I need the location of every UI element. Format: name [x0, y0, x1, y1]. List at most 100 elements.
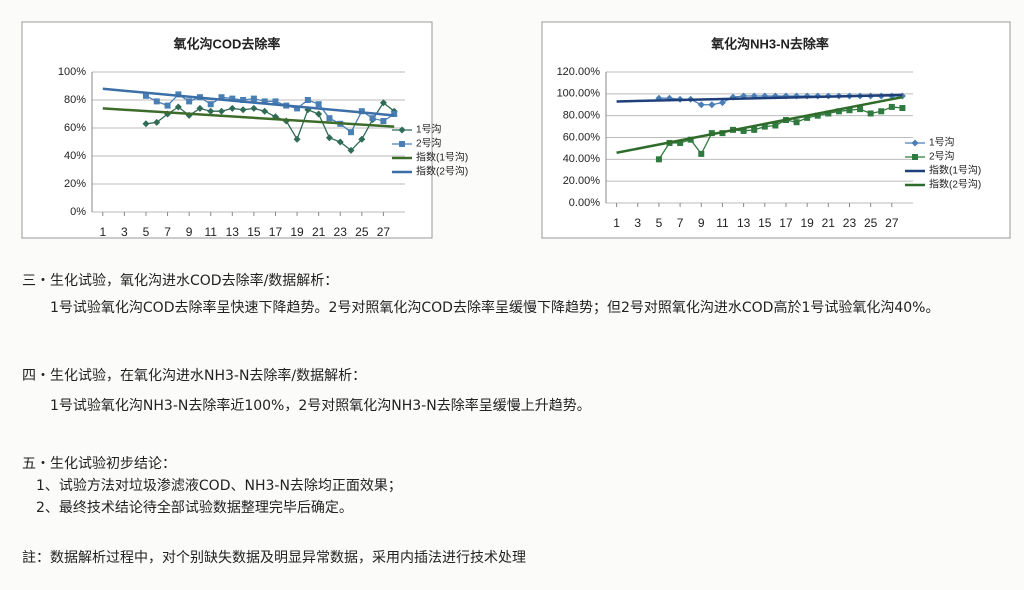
- marker: [293, 135, 301, 143]
- legend-label: 2号沟: [929, 150, 955, 163]
- marker: [218, 94, 225, 101]
- y-tick-label: 100%: [58, 66, 86, 78]
- y-tick-label: 80.00%: [563, 110, 601, 122]
- marker: [207, 107, 215, 115]
- marker: [174, 103, 182, 111]
- chart-title: 氧化沟NH3-N去除率: [710, 36, 829, 51]
- x-tick-label: 19: [290, 225, 304, 239]
- marker: [655, 156, 662, 163]
- x-tick-label: 11: [716, 216, 729, 230]
- y-tick-label: 0%: [70, 206, 86, 218]
- marker: [804, 114, 811, 121]
- x-tick-label: 3: [634, 216, 641, 230]
- legend-label: 指数(1号沟): [929, 164, 981, 177]
- y-tick-label: 60.00%: [563, 131, 601, 143]
- marker: [761, 123, 768, 130]
- paragraph: 1号试验氧化沟COD去除率呈快速下降趋势。2号对照氧化沟COD去除率呈缓慢下降趋…: [50, 300, 940, 316]
- marker: [207, 101, 214, 108]
- marker: [772, 122, 779, 129]
- marker: [196, 104, 204, 112]
- x-tick-label: 3: [121, 225, 128, 239]
- chart-frame: [541, 21, 1011, 239]
- x-tick-label: 9: [186, 225, 193, 239]
- marker: [315, 110, 323, 118]
- marker: [380, 118, 387, 124]
- marker: [698, 150, 705, 157]
- x-tick-label: 7: [164, 225, 171, 239]
- marker: [379, 99, 387, 107]
- marker: [153, 98, 160, 105]
- x-tick-label: 1: [99, 225, 106, 239]
- marker: [261, 98, 268, 105]
- series-line: [102, 87, 395, 117]
- marker: [677, 139, 684, 146]
- list-item: 2、最终技术结论待全部试验数据整理完毕后确定。: [36, 500, 353, 516]
- marker: [240, 97, 247, 103]
- marker: [250, 95, 257, 102]
- marker: [142, 120, 150, 128]
- marker: [304, 97, 311, 103]
- marker: [164, 102, 171, 109]
- paragraph: 1号试验氧化沟NH3-N去除率近100%，2号对照氧化沟NH3-N去除率呈缓慢上…: [50, 398, 591, 414]
- y-tick-label: 120.00%: [557, 66, 601, 78]
- marker: [899, 105, 906, 112]
- marker: [391, 111, 398, 117]
- marker: [228, 104, 236, 112]
- marker: [250, 104, 258, 112]
- marker: [718, 99, 726, 107]
- x-tick-label: 13: [737, 216, 751, 230]
- marker: [325, 134, 333, 142]
- y-tick-label: 100.00%: [557, 88, 601, 100]
- series-line: [616, 93, 903, 103]
- marker: [708, 101, 716, 109]
- x-tick-label: 21: [312, 225, 326, 239]
- x-tick-label: 19: [800, 216, 814, 230]
- x-tick-label: 5: [656, 216, 663, 230]
- x-tick-label: 25: [864, 216, 878, 230]
- series-line: [102, 107, 395, 128]
- marker: [399, 141, 405, 147]
- marker: [175, 91, 182, 98]
- series-line: [616, 95, 903, 155]
- list-item: 1、试验方法对垃圾渗滤液COD、NH3-N去除均正面效果；: [36, 478, 402, 494]
- marker: [793, 119, 800, 126]
- chart-frame: [21, 21, 433, 239]
- marker: [911, 139, 919, 147]
- marker: [835, 108, 842, 115]
- marker: [153, 118, 161, 126]
- y-tick-label: 40%: [64, 150, 86, 162]
- section-heading: 三・生化试验，氧化沟进水COD去除率/数据解析：: [22, 273, 339, 289]
- marker: [751, 126, 758, 133]
- marker: [878, 108, 885, 115]
- marker: [369, 115, 376, 122]
- marker: [315, 101, 322, 108]
- x-tick-label: 9: [698, 216, 705, 230]
- marker: [912, 154, 918, 160]
- x-tick-label: 13: [226, 225, 240, 239]
- x-tick-label: 23: [334, 225, 348, 239]
- chart-title: 氧化沟COD去除率: [173, 36, 281, 51]
- legend-label: 指数(2号沟): [416, 165, 468, 178]
- x-tick-label: 15: [247, 225, 261, 239]
- legend-label: 指数(1号沟): [416, 151, 468, 164]
- x-tick-label: 7: [677, 216, 684, 230]
- marker: [358, 135, 366, 143]
- marker: [218, 107, 226, 115]
- note: 註：数据解析过程中，对个别缺失数据及明显异常数据，采用内插法进行技术处理: [22, 550, 526, 566]
- marker: [347, 146, 355, 154]
- y-tick-label: 20.00%: [563, 175, 601, 187]
- marker: [294, 105, 301, 112]
- marker: [888, 103, 895, 110]
- section-heading: 四・生化试验，在氧化沟进水NH3-N去除率/数据解析：: [22, 368, 367, 384]
- x-tick-label: 1: [613, 216, 620, 230]
- marker: [740, 127, 747, 134]
- marker: [142, 92, 149, 99]
- x-tick-label: 21: [822, 216, 836, 230]
- legend-label: 指数(2号沟): [929, 178, 981, 191]
- marker: [348, 129, 355, 136]
- x-tick-label: 17: [269, 225, 283, 239]
- marker: [398, 126, 406, 134]
- marker: [846, 107, 853, 114]
